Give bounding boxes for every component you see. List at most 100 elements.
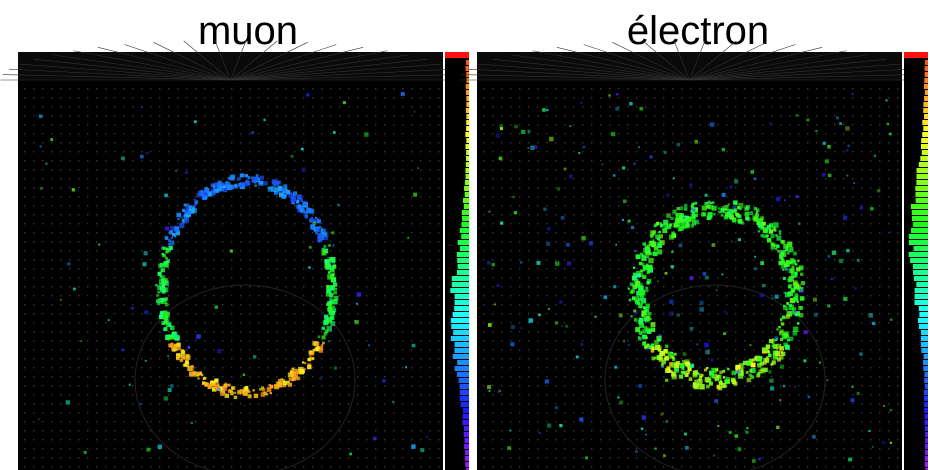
- pmt: [357, 277, 358, 278]
- pmt: [645, 88, 646, 89]
- pmt: [537, 268, 538, 269]
- pmt: [123, 430, 124, 431]
- pmt: [510, 322, 511, 323]
- pmt: [231, 232, 232, 233]
- pmt: [159, 268, 160, 269]
- pmt: [114, 304, 115, 305]
- pmt: [753, 304, 754, 305]
- pmt: [591, 286, 592, 287]
- pmt: [42, 412, 43, 413]
- pmt: [114, 286, 115, 287]
- pmt: [240, 358, 241, 359]
- pmt: [87, 439, 88, 440]
- pmt: [825, 232, 826, 233]
- pmt: [555, 124, 556, 125]
- pmt: [852, 160, 853, 161]
- pmt: [852, 88, 853, 89]
- pmt: [861, 250, 862, 251]
- pmt: [654, 412, 655, 413]
- pmt: [438, 88, 439, 89]
- pmt: [816, 376, 817, 377]
- pmt: [339, 178, 340, 179]
- hit: [324, 259, 329, 264]
- pmt: [636, 358, 637, 359]
- pmt: [42, 376, 43, 377]
- pmt: [852, 187, 853, 188]
- pmt: [204, 241, 205, 242]
- hit: [204, 377, 206, 379]
- pmt: [231, 259, 232, 260]
- pmt: [870, 448, 871, 449]
- pmt: [888, 376, 889, 377]
- pmt: [834, 331, 835, 332]
- pmt: [249, 196, 250, 197]
- pmt: [240, 214, 241, 215]
- pmt: [816, 223, 817, 224]
- pmt: [375, 448, 376, 449]
- hit: [630, 290, 634, 294]
- pmt: [393, 124, 394, 125]
- pmt: [330, 223, 331, 224]
- pmt: [582, 133, 583, 134]
- pmt: [204, 106, 205, 107]
- colorbar-bin: [453, 330, 469, 335]
- pmt: [501, 277, 502, 278]
- pmt: [834, 385, 835, 386]
- pmt: [186, 187, 187, 188]
- pmt: [798, 232, 799, 233]
- pmt: [321, 268, 322, 269]
- pmt: [420, 439, 421, 440]
- pmt: [636, 241, 637, 242]
- pmt: [807, 439, 808, 440]
- pmt: [60, 151, 61, 152]
- hit: [318, 240, 320, 242]
- pmt: [150, 385, 151, 386]
- pmt: [699, 88, 700, 89]
- pmt: [888, 196, 889, 197]
- pmt: [672, 304, 673, 305]
- pmt: [564, 340, 565, 341]
- pmt: [33, 277, 34, 278]
- pmt: [546, 349, 547, 350]
- pmt: [735, 187, 736, 188]
- pmt: [861, 187, 862, 188]
- pmt: [24, 106, 25, 107]
- pmt: [240, 340, 241, 341]
- pmt: [168, 466, 169, 467]
- pmt: [843, 268, 844, 269]
- pmt: [267, 358, 268, 359]
- pmt: [222, 106, 223, 107]
- pmt: [339, 115, 340, 116]
- pmt: [843, 187, 844, 188]
- pmt: [483, 232, 484, 233]
- noise-hit: [50, 138, 53, 141]
- pmt: [168, 295, 169, 296]
- pmt: [798, 250, 799, 251]
- pmt: [591, 412, 592, 413]
- pmt: [168, 115, 169, 116]
- pmt: [429, 295, 430, 296]
- pmt: [483, 196, 484, 197]
- pmt: [285, 88, 286, 89]
- pmt: [321, 313, 322, 314]
- pmt: [744, 466, 745, 467]
- pmt: [744, 133, 745, 134]
- pmt: [276, 205, 277, 206]
- pmt: [807, 124, 808, 125]
- pmt: [870, 151, 871, 152]
- hit: [801, 281, 805, 285]
- pmt: [429, 466, 430, 467]
- pmt: [762, 340, 763, 341]
- colorbar-bin: [466, 84, 469, 89]
- pmt: [861, 349, 862, 350]
- pmt: [798, 205, 799, 206]
- pmt: [96, 349, 97, 350]
- pmt: [69, 97, 70, 98]
- pmt: [798, 466, 799, 467]
- pmt: [555, 160, 556, 161]
- pmt: [879, 88, 880, 89]
- pmt: [402, 169, 403, 170]
- pmt: [582, 385, 583, 386]
- pmt: [438, 196, 439, 197]
- pmt: [690, 169, 691, 170]
